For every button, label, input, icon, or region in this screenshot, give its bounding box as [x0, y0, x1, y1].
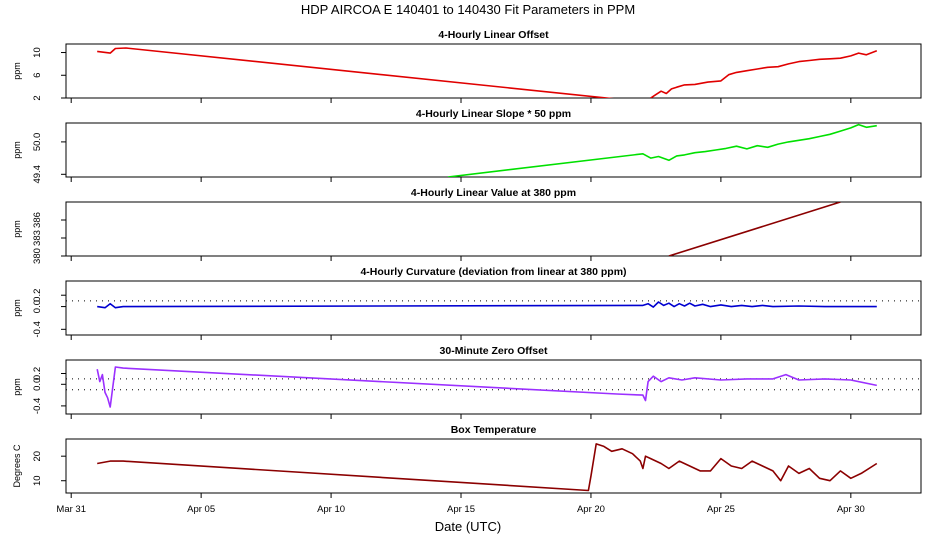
- panel-title-4: 4-Hourly Curvature (deviation from linea…: [360, 266, 626, 278]
- y-tick-label-2-2: 50.0: [32, 133, 43, 152]
- series-line-3-value: [668, 202, 841, 256]
- y-axis-label-6: Degrees C: [12, 444, 22, 488]
- y-axis-label-2: ppm: [12, 141, 22, 159]
- y-tick-label-2-1: 49.4: [32, 165, 43, 184]
- panel-frame-5: [65, 359, 922, 415]
- x-tick-label-6: Apr 25: [707, 504, 735, 515]
- y-tick-label-1-2: 6: [32, 73, 43, 78]
- y-tick-label-6-2: 20: [32, 451, 43, 462]
- x-tick-label-2: Apr 05: [187, 504, 215, 515]
- panel-title-6: Box Temperature: [451, 424, 537, 436]
- x-tick-label-4: Apr 15: [447, 504, 475, 515]
- y-tick-label-3-2: 383: [32, 230, 43, 246]
- y-tick-label-1-1: 2: [32, 95, 43, 100]
- x-axis-label: Date (UTC): [435, 519, 501, 534]
- panel-frame-2: [65, 122, 922, 178]
- x-tick-label-3: Apr 10: [317, 504, 345, 515]
- y-tick-label-1-3: 10: [32, 47, 43, 58]
- panel-title-5: 30-Minute Zero Offset: [440, 345, 548, 357]
- panel-frame-3: [65, 201, 922, 257]
- y-tick-label-4-3: 0.2: [32, 289, 43, 302]
- y-tick-label-5-3: 0.2: [32, 367, 43, 380]
- y-tick-label-5-1: -0.4: [32, 398, 43, 414]
- y-axis-label-4: ppm: [12, 299, 22, 317]
- panel-title-3: 4-Hourly Linear Value at 380 ppm: [411, 187, 576, 199]
- y-tick-label-6-1: 10: [32, 475, 43, 486]
- y-axis-label-5: ppm: [12, 378, 22, 396]
- series-line-1-offset-2: [650, 50, 878, 98]
- series-line-1-offset: [97, 47, 615, 98]
- x-tick-label-1: Mar 31: [56, 504, 86, 515]
- panel-title-2: 4-Hourly Linear Slope * 50 ppm: [416, 108, 571, 120]
- y-tick-label-4-2: 0.0: [32, 300, 43, 313]
- y-axis-label-1: ppm: [12, 62, 22, 80]
- panel-frame-1: [65, 43, 922, 99]
- series-line-6-temperature: [97, 443, 878, 492]
- x-tick-label-5: Apr 20: [577, 504, 605, 515]
- panel-frame-4: [65, 280, 922, 336]
- series-line-5-zero-offset: [96, 366, 877, 408]
- y-tick-label-3-3: 386: [32, 212, 43, 228]
- x-tick-label-7: Apr 30: [837, 504, 865, 515]
- y-axis-label-3: ppm: [12, 220, 22, 238]
- panel-title-1: 4-Hourly Linear Offset: [438, 29, 549, 41]
- y-tick-label-5-2: 0.0: [32, 378, 43, 391]
- series-line-4-curvature: [97, 301, 877, 309]
- series-line-2-slope: [447, 123, 877, 177]
- y-tick-label-3-1: 380: [32, 248, 43, 264]
- panel-frame-6: [65, 438, 922, 494]
- y-tick-label-4-1: -0.4: [32, 321, 43, 337]
- figure-title: HDP AIRCOA E 140401 to 140430 Fit Parame…: [301, 2, 635, 17]
